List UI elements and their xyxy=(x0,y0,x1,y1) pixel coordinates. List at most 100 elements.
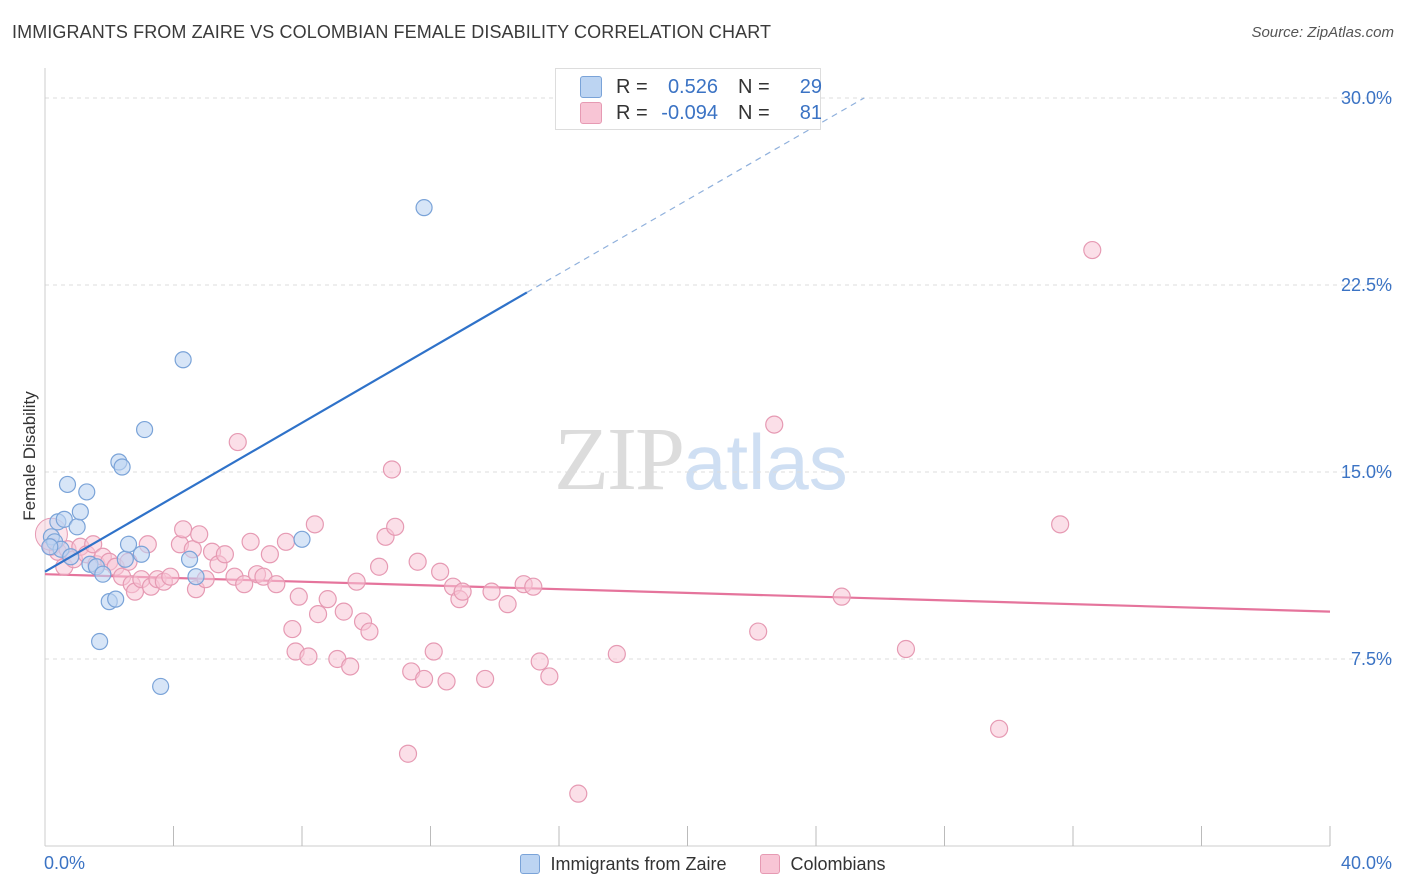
colombians-point xyxy=(260,545,279,564)
colombians-legend-swatch xyxy=(760,854,781,874)
colombians-point xyxy=(341,657,360,676)
colombians-point xyxy=(299,647,318,666)
x-tick-label: 40.0% xyxy=(1341,853,1392,873)
r-label: R = xyxy=(616,101,648,124)
colombians-point xyxy=(896,639,916,659)
colombians-point xyxy=(283,619,302,639)
zaire-point xyxy=(78,483,96,501)
zaire-point xyxy=(41,538,59,556)
legend-item-colombians[interactable]: Colombians xyxy=(760,853,886,875)
legend-label-zaire: Immigrants from Zaire xyxy=(550,853,727,874)
colombians-point xyxy=(347,572,366,591)
zaire-point xyxy=(132,545,150,563)
colombians-point xyxy=(398,744,418,763)
colombians-point xyxy=(765,415,784,434)
zaire-point xyxy=(71,503,89,521)
tick-labels: 7.5% 15.0% 22.5% 30.0% 0.0% 40.0% xyxy=(44,88,1392,873)
legend-label-colombians: Colombians xyxy=(790,853,886,874)
colombians-point xyxy=(431,562,450,581)
colombians-points xyxy=(34,240,1102,803)
r-value: 0.526 xyxy=(667,75,718,98)
colombians-point xyxy=(990,719,1009,738)
zaire-point xyxy=(174,351,192,369)
colombians-point xyxy=(382,460,402,479)
watermark-atlas: atlas xyxy=(683,418,848,506)
zaire-point xyxy=(58,475,77,494)
colombians-swatch xyxy=(580,102,602,124)
zaire-points xyxy=(41,199,433,696)
colombians-point xyxy=(832,587,851,606)
y-tick-label: 7.5% xyxy=(1351,649,1392,669)
colombians-point xyxy=(498,595,517,614)
colombians-point xyxy=(190,525,209,544)
colombians-point xyxy=(228,432,247,452)
zaire-point xyxy=(415,199,433,217)
source-credit: Source: ZipAtlas.com xyxy=(1251,24,1394,41)
colombians-point xyxy=(569,784,588,803)
zaire-trend xyxy=(44,97,865,573)
colombians-point xyxy=(453,582,472,601)
zaire-point xyxy=(107,590,125,608)
colombians-point xyxy=(305,515,324,534)
series-legend: Immigrants from Zaire Colombians xyxy=(0,850,1406,878)
chart-title: IMMIGRANTS FROM ZAIRE VS COLOMBIAN FEMAL… xyxy=(12,22,772,42)
zaire-point xyxy=(91,632,109,651)
colombians-point xyxy=(414,669,434,689)
y-tick-label: 22.5% xyxy=(1341,275,1392,295)
colombians-point xyxy=(437,672,456,691)
colombians-point xyxy=(161,567,180,586)
r-value: -0.094 xyxy=(661,101,718,124)
colombians-point xyxy=(749,622,768,641)
colombians-point xyxy=(174,520,193,539)
zaire-point xyxy=(113,458,131,476)
zaire-trend-line xyxy=(44,291,528,573)
n-value: 81 xyxy=(799,101,822,124)
colombians-point xyxy=(334,602,353,621)
n-label: N = xyxy=(738,101,770,124)
colombians-point xyxy=(482,582,501,601)
colombians-point xyxy=(476,669,495,689)
axes xyxy=(44,68,1331,847)
colombians-point xyxy=(524,577,543,596)
zaire-point xyxy=(293,530,311,548)
colombians-point xyxy=(289,587,308,606)
colombians-point xyxy=(607,644,626,664)
colombians-point xyxy=(530,652,549,671)
colombians-point xyxy=(408,552,427,571)
colombians-point xyxy=(540,667,559,686)
n-label: N = xyxy=(738,75,770,98)
colombians-point xyxy=(308,605,328,624)
colombians-point xyxy=(386,517,405,536)
zaire-point xyxy=(119,535,138,553)
y-tick-label: 30.0% xyxy=(1341,88,1392,108)
zaire-point xyxy=(116,550,134,568)
colombians-point xyxy=(318,590,337,609)
zaire-point xyxy=(187,568,205,586)
zaire-point xyxy=(152,677,170,696)
colombians-point xyxy=(1051,515,1070,534)
colombians-point xyxy=(424,642,443,661)
n-value: 29 xyxy=(799,75,822,98)
zaire-point xyxy=(180,550,199,568)
zaire-point xyxy=(55,510,73,528)
legend-item-zaire[interactable]: Immigrants from Zaire xyxy=(520,854,726,875)
colombians-point xyxy=(360,622,379,641)
watermark: ZIPatlas xyxy=(554,408,848,511)
zaire-point xyxy=(94,565,112,583)
colombians-point xyxy=(241,532,260,551)
colombians-point xyxy=(235,575,254,594)
watermark-zip: ZIP xyxy=(554,410,685,509)
colombians-point xyxy=(215,545,234,564)
zaire-point xyxy=(68,518,86,536)
stats-legend: R = 0.526 N = 29 R = -0.094 N = 81 xyxy=(555,68,822,130)
y-tick-label: 15.0% xyxy=(1341,462,1392,482)
zaire-swatch xyxy=(580,76,602,98)
r-label: R = xyxy=(616,75,648,98)
colombians-point xyxy=(1083,240,1102,260)
colombians-point xyxy=(276,532,296,551)
zaire-point xyxy=(135,420,154,439)
colombians-point xyxy=(370,557,389,576)
colombians-point xyxy=(267,575,286,594)
zaire-legend-swatch xyxy=(520,854,541,874)
